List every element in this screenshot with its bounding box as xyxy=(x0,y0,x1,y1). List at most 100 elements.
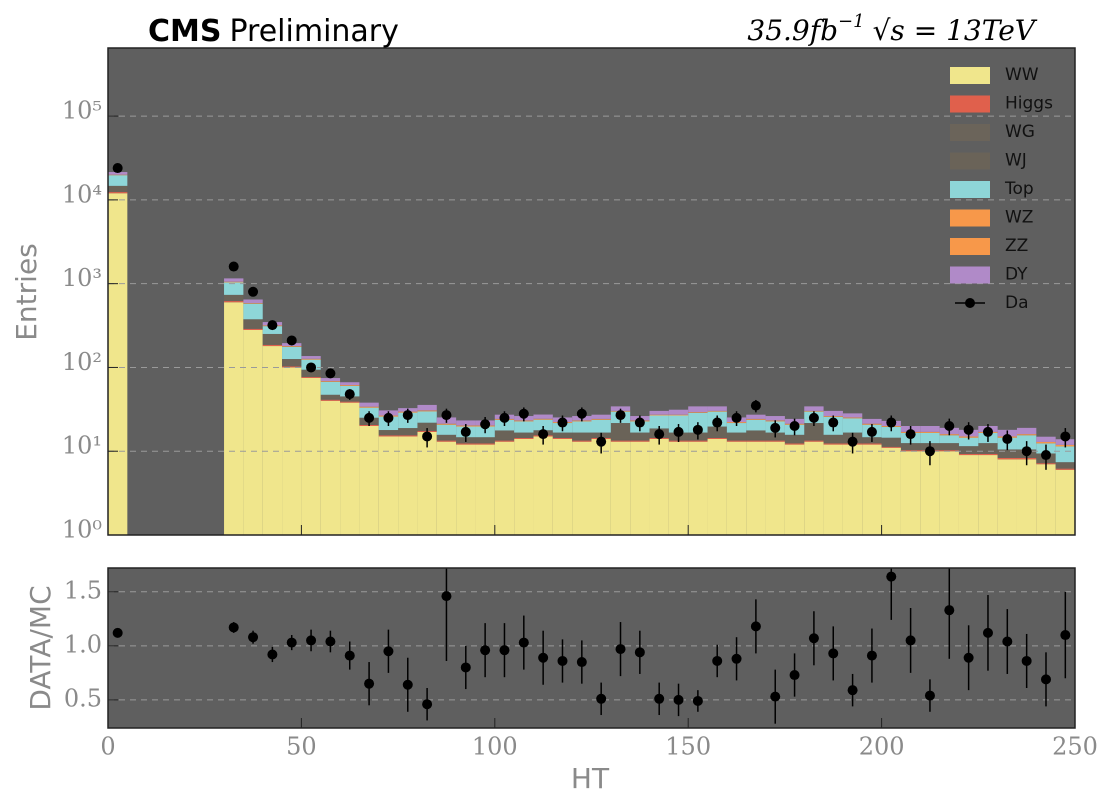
histogram-bar xyxy=(417,422,437,431)
histogram-bar xyxy=(398,435,418,437)
histogram-bar xyxy=(320,378,341,382)
ratio-point xyxy=(924,690,935,701)
histogram-bar xyxy=(726,432,747,440)
ratio-point xyxy=(325,636,336,647)
histogram-bar xyxy=(572,432,592,440)
histogram-bar xyxy=(900,443,921,450)
lumi-label: 35.9fb−1 √s = 13TeV xyxy=(747,11,1037,47)
histogram-bar xyxy=(533,419,553,431)
data-point xyxy=(924,446,935,457)
histogram-bar xyxy=(1036,464,1056,535)
histogram-bar xyxy=(262,344,283,347)
histogram-bar xyxy=(610,439,631,441)
histogram-bar xyxy=(282,367,302,535)
histogram-bar xyxy=(649,438,669,535)
y-tick-label: 1.5 xyxy=(64,576,102,604)
data-point xyxy=(692,424,703,435)
histogram-bar xyxy=(784,444,805,535)
histogram-bar xyxy=(726,441,747,535)
histogram-bar xyxy=(1036,442,1056,444)
histogram-bar xyxy=(514,438,534,535)
histogram-bar xyxy=(649,414,669,416)
histogram-bar xyxy=(978,453,998,456)
histogram-bar xyxy=(398,428,418,435)
histogram-bar xyxy=(320,398,341,400)
ratio-point xyxy=(866,650,877,661)
histogram-bar xyxy=(1036,436,1056,442)
histogram-bar xyxy=(862,443,882,445)
data-point xyxy=(1060,431,1071,442)
y-tick-label: 0.5 xyxy=(64,684,102,712)
histogram-bar xyxy=(282,366,302,368)
data-point xyxy=(306,362,317,373)
ratio-point xyxy=(828,648,839,659)
data-point xyxy=(770,422,781,433)
histogram-bar xyxy=(823,444,843,535)
histogram-bar xyxy=(417,431,437,535)
histogram-bar xyxy=(514,437,534,438)
histogram-bar xyxy=(1016,434,1037,436)
histogram-bar xyxy=(881,446,901,448)
ratio-point xyxy=(344,650,355,661)
legend-swatch xyxy=(950,124,990,141)
histogram-bar xyxy=(340,385,360,386)
histogram-bar xyxy=(475,442,495,444)
histogram-bar xyxy=(552,438,573,535)
histogram-bar xyxy=(900,450,921,452)
histogram-bar xyxy=(688,440,708,442)
histogram-bar xyxy=(823,434,843,443)
data-point xyxy=(615,410,626,421)
histogram-bar xyxy=(900,449,921,451)
histogram-bar xyxy=(784,443,805,445)
histogram-bar xyxy=(958,446,979,454)
histogram-bar xyxy=(668,409,689,415)
histogram-bar xyxy=(572,439,592,441)
ratio-plot-area xyxy=(108,568,1075,728)
histogram-bar xyxy=(282,346,302,347)
histogram-bar xyxy=(340,401,360,403)
histogram-bar xyxy=(746,440,766,442)
histogram-bar xyxy=(436,439,457,441)
histogram-bar xyxy=(552,437,573,439)
energy-text: √s = 13TeV xyxy=(873,14,1038,47)
y-tick-label: 10⁵ xyxy=(62,97,102,125)
data-point xyxy=(982,426,993,437)
x-tick-label: 150 xyxy=(665,733,711,761)
histogram-bar xyxy=(243,303,263,304)
histogram-bar xyxy=(668,414,689,416)
data-point xyxy=(344,389,355,400)
ratio-point xyxy=(712,655,723,666)
histogram-bar xyxy=(881,447,901,535)
x-axis-label: HT xyxy=(571,762,610,795)
plot-frame xyxy=(107,567,1076,729)
histogram-bar xyxy=(726,423,747,433)
histogram-bar xyxy=(552,437,573,438)
histogram-bar xyxy=(436,434,457,440)
histogram-bar xyxy=(591,419,611,420)
histogram-bar xyxy=(649,410,669,415)
ratio-point xyxy=(480,645,491,656)
ratio-point xyxy=(596,693,607,704)
histogram-bar xyxy=(1055,468,1075,470)
data-point xyxy=(654,429,665,440)
histogram-bar xyxy=(997,459,1017,535)
ratio-point xyxy=(267,649,278,660)
ratio-point xyxy=(1040,674,1051,685)
histogram-bar xyxy=(746,430,766,440)
histogram-bar xyxy=(320,394,341,399)
histogram-bar xyxy=(591,419,611,433)
ratio-point xyxy=(750,621,761,632)
histogram-bar xyxy=(746,419,766,420)
histogram-bar xyxy=(746,441,766,535)
histogram-bar xyxy=(301,359,321,360)
histogram-bar xyxy=(784,434,805,443)
histogram-bar xyxy=(881,437,901,447)
ratio-point xyxy=(654,693,665,704)
histogram-bar xyxy=(804,439,824,441)
histogram-bar xyxy=(320,400,341,535)
data-point xyxy=(422,431,433,442)
histogram-bar xyxy=(456,442,476,444)
data-point xyxy=(1002,433,1013,444)
histogram-bar xyxy=(340,402,360,535)
histogram-bar xyxy=(224,300,244,302)
